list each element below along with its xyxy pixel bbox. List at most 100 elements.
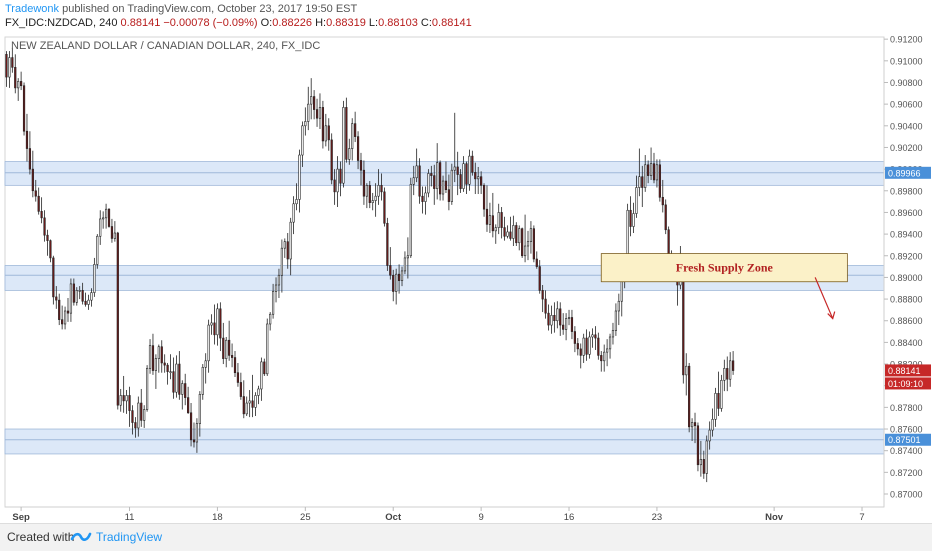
candle-body [708,429,711,442]
candle-body [99,218,102,237]
candle-body [102,217,105,220]
candle-body [389,265,392,276]
candle-body [535,258,538,267]
candle-body [576,343,579,350]
candle-body [477,176,480,180]
candle-body [87,299,90,305]
candle-body [134,422,137,429]
candle-body [693,422,697,427]
candle-body [717,392,720,409]
candle-body [49,240,52,259]
candle-body [614,310,618,331]
candle-body [345,107,348,160]
candle-body [154,358,158,371]
candle-body [529,228,533,242]
candle-body [46,234,49,241]
price-tick-label: 0.90600 [890,100,923,110]
candle-body [468,155,471,185]
candle-body [556,308,559,322]
candle-body [245,402,248,415]
candle-body [731,360,735,371]
candle-body [585,337,588,355]
price-tick-label: 0.90200 [890,143,923,153]
candle-body [380,185,383,193]
candle-body [11,57,14,68]
candle-body [521,228,524,257]
candle-body [280,247,283,276]
candle-body [644,164,647,188]
candle-body [40,211,43,219]
candle-body [318,107,322,119]
symbol-info: FX_IDC:NZDCAD, 240 0.88141 −0.00078 (−0.… [5,17,472,29]
candle-body [705,440,708,474]
candle-body [216,308,219,336]
time-tick-label: 23 [652,512,663,523]
candle-body [93,264,96,293]
candle-body [392,274,395,292]
candle-body [55,296,58,301]
candle-body [579,348,582,356]
candle-body [523,245,527,257]
price-change: −0.00078 (−0.09%) [163,17,258,29]
candle-body [641,176,644,188]
author-link[interactable]: Tradewonk [5,3,60,15]
candle-body [544,298,547,314]
candle-body [518,228,521,244]
candle-body [588,336,591,355]
candle-body [52,257,55,298]
symbol-label[interactable]: FX_IDC:NZDCAD, 240 [5,17,118,29]
arrow-head-icon [827,311,836,320]
candle-body [682,279,685,376]
candle-body [113,232,116,239]
supply-zone-box [600,253,848,283]
candle-body [436,162,439,189]
level-label-upper: 0.89966 [888,168,921,178]
price-tick-label: 0.91000 [890,56,923,66]
candle-body [685,365,688,376]
low-label: L: [368,17,379,29]
candle-body [515,225,518,244]
candle-body [336,168,339,193]
candle-body [125,395,128,402]
tradingview-logo-icon[interactable] [70,529,92,545]
candle-body [591,334,594,338]
open-label: O: [260,17,273,29]
candle-body [567,317,571,319]
candle-body [570,317,574,332]
candle-body [611,330,615,338]
price-tick-label: 0.89400 [890,230,923,240]
candle-body [711,418,714,431]
candle-body [564,318,568,330]
candle-body [400,270,404,281]
candle-body [17,81,20,89]
candle-body [260,361,263,390]
candle-body [608,336,612,350]
price-tick-label: 0.89000 [890,273,923,283]
candle-body [655,164,659,181]
candle-body [491,215,494,232]
candle-body [438,162,442,195]
time-tick-label: 18 [212,512,223,523]
price-tick-label: 0.87000 [890,490,923,500]
candle-body [603,351,606,362]
candle-body [321,107,325,142]
candle-body [122,395,125,402]
candle-body [471,155,474,173]
candle-body [143,409,146,421]
candle-body [629,209,632,227]
candle-body [638,176,641,188]
tradingview-brand[interactable]: TradingView [96,530,163,544]
candle-body [371,200,374,203]
candle-body [22,85,26,132]
candle-body [116,232,119,406]
candle-body [201,366,204,395]
candle-body [374,195,377,201]
price-tick-label: 0.88400 [890,338,923,348]
candle-body [145,368,149,410]
candle-body [248,400,251,404]
candle-body [84,300,87,305]
candle-body [647,164,650,176]
candle-body [292,203,295,223]
